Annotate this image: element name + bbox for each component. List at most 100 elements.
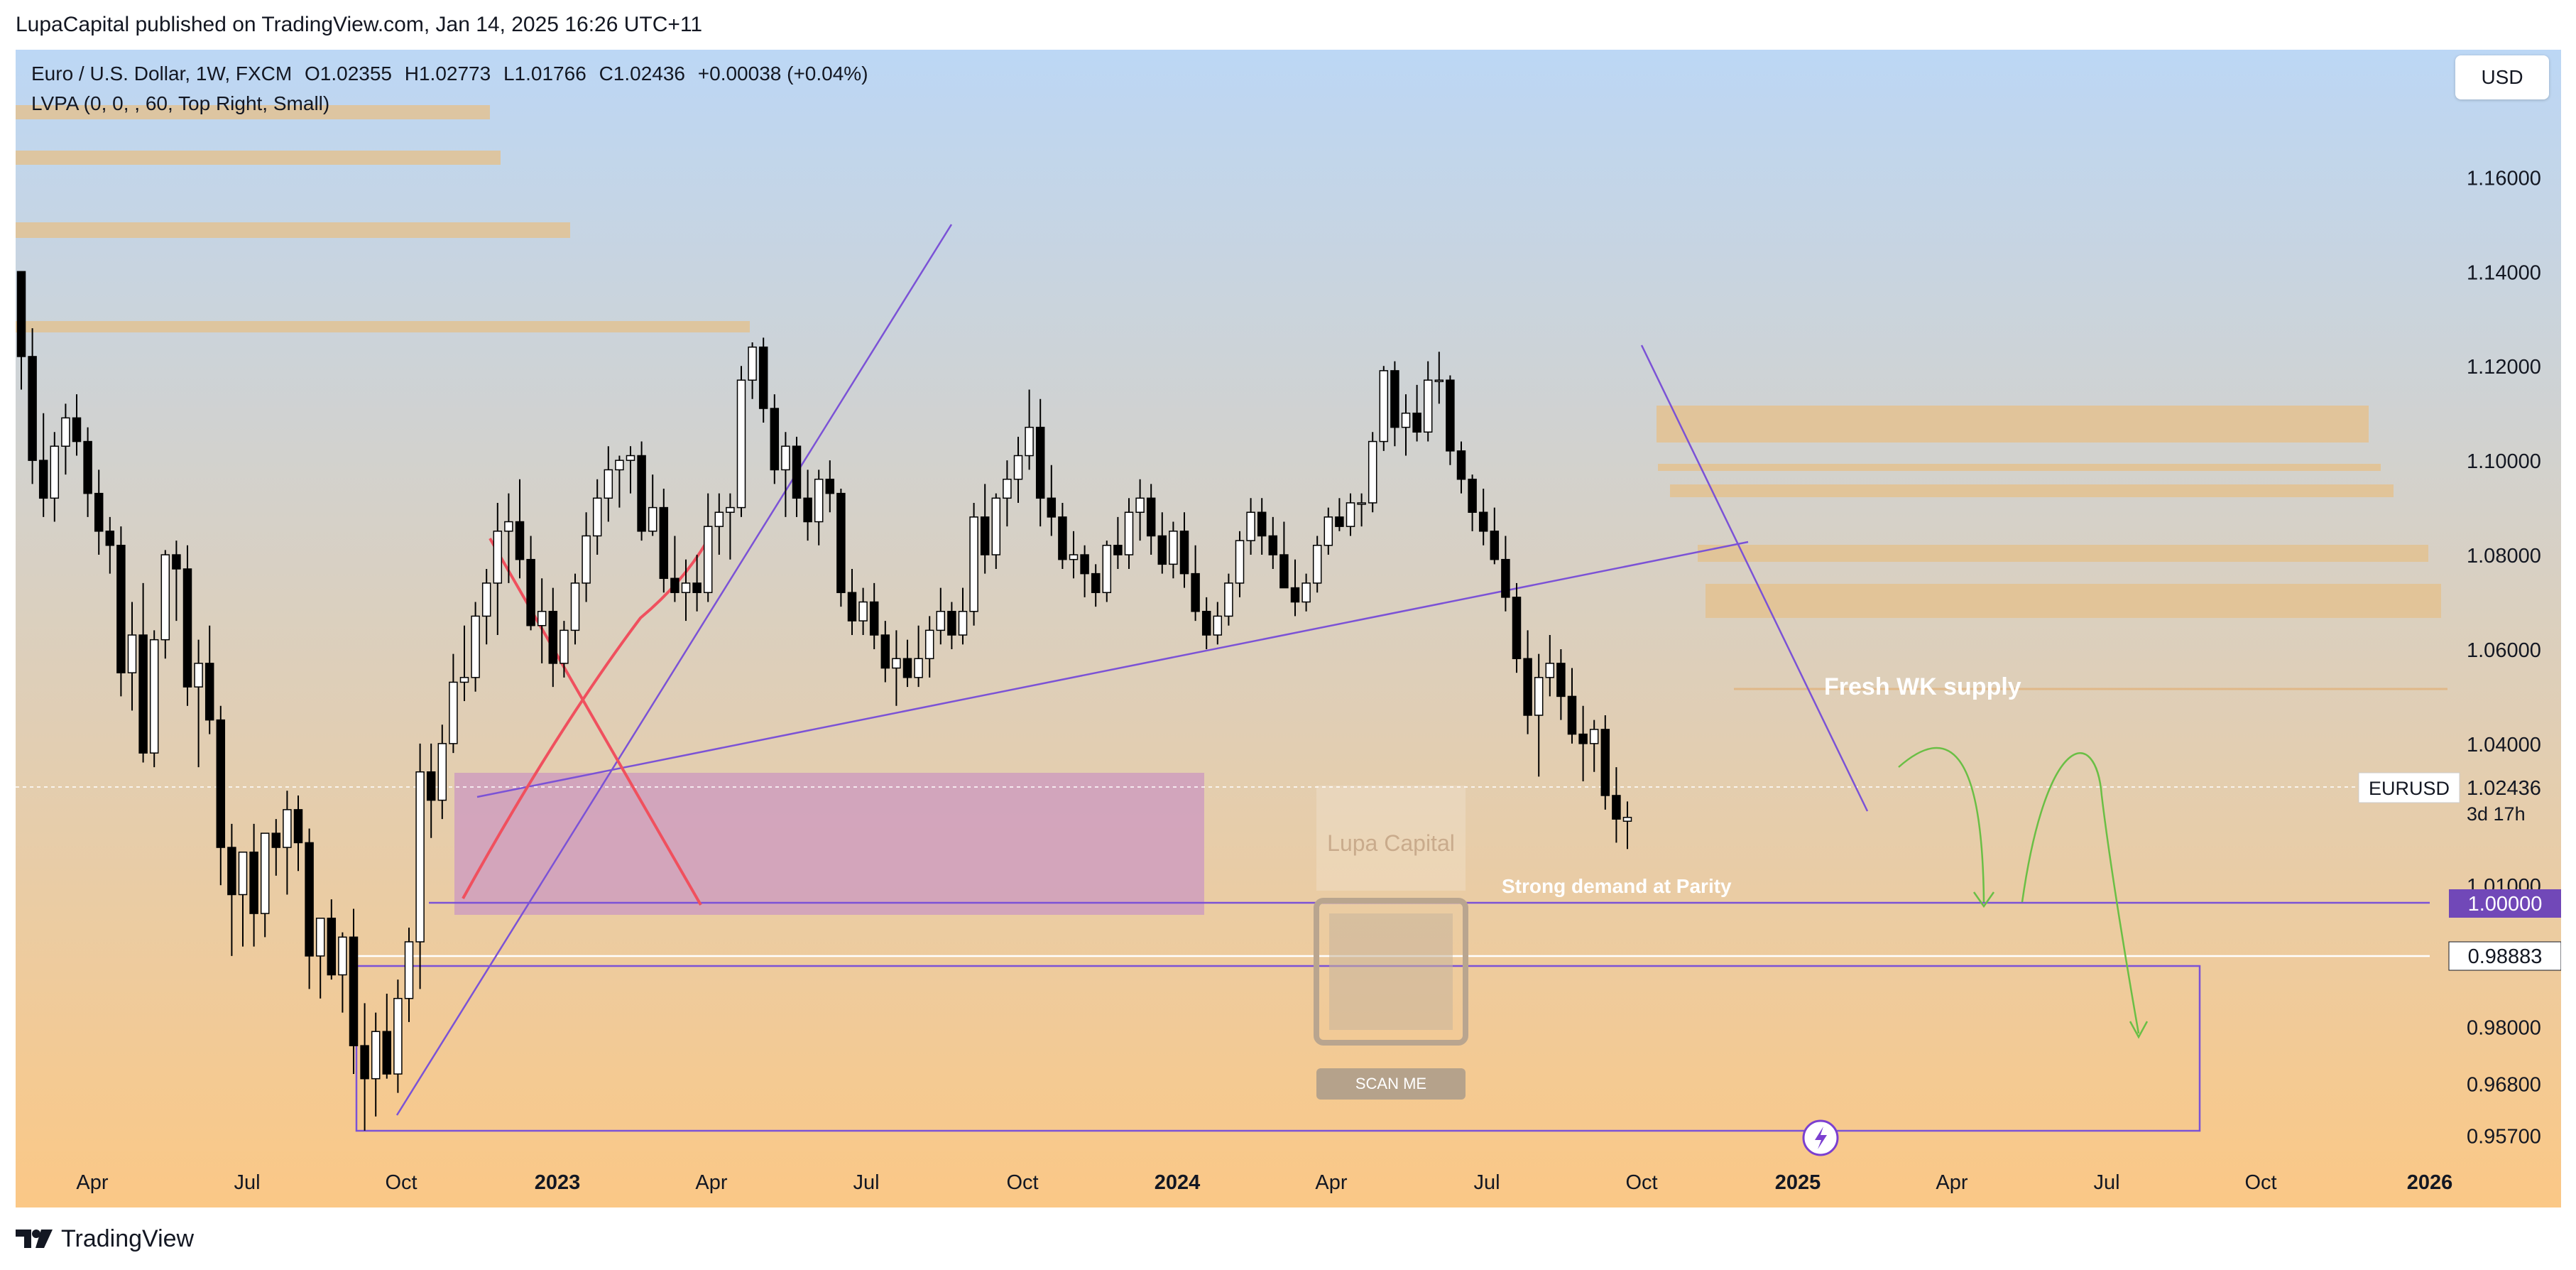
candle[interactable]: [1368, 432, 1377, 513]
candle[interactable]: [116, 526, 126, 697]
invalidation-cross-line[interactable]: [489, 538, 702, 906]
candle[interactable]: [227, 823, 236, 956]
candle[interactable]: [127, 602, 137, 711]
candle[interactable]: [560, 621, 569, 678]
candle[interactable]: [393, 979, 403, 1093]
candle[interactable]: [736, 366, 746, 517]
candle[interactable]: [692, 555, 702, 612]
supply-zone[interactable]: [1658, 464, 2381, 471]
candle[interactable]: [1324, 507, 1333, 555]
candle[interactable]: [1224, 573, 1233, 626]
candle[interactable]: [604, 446, 613, 522]
candle[interactable]: [1246, 498, 1255, 555]
candle[interactable]: [471, 602, 480, 692]
candle[interactable]: [1091, 564, 1101, 607]
candle[interactable]: [570, 573, 580, 645]
candle[interactable]: [1035, 398, 1045, 527]
candle[interactable]: [1523, 630, 1532, 734]
candle[interactable]: [1501, 536, 1510, 612]
candle[interactable]: [1622, 801, 1632, 850]
candle[interactable]: [1025, 389, 1034, 470]
candle[interactable]: [615, 455, 624, 508]
candle[interactable]: [105, 516, 115, 574]
candle[interactable]: [515, 479, 525, 579]
candle[interactable]: [781, 432, 790, 517]
candle[interactable]: [160, 550, 170, 659]
candle[interactable]: [204, 625, 214, 734]
candle[interactable]: [260, 832, 270, 938]
projection-arrowhead[interactable]: [1972, 891, 1995, 908]
candle[interactable]: [825, 460, 835, 513]
candle[interactable]: [61, 403, 70, 475]
supply-zone[interactable]: [1705, 584, 2441, 618]
candle[interactable]: [958, 587, 968, 645]
candle[interactable]: [648, 474, 657, 536]
candle[interactable]: [1003, 460, 1012, 527]
candle[interactable]: [902, 639, 912, 688]
invalidation-cross-curve[interactable]: [462, 538, 709, 899]
candle[interactable]: [338, 932, 347, 1013]
candle[interactable]: [50, 432, 60, 522]
candle[interactable]: [1335, 498, 1344, 531]
candle[interactable]: [216, 705, 226, 886]
candle[interactable]: [670, 536, 680, 602]
candle[interactable]: [1346, 493, 1355, 536]
candle[interactable]: [1490, 507, 1500, 565]
candle[interactable]: [814, 470, 824, 546]
candle[interactable]: [28, 328, 37, 484]
trendline[interactable]: [395, 224, 953, 1116]
candle[interactable]: [803, 470, 812, 541]
tradingview-footer[interactable]: TradingView: [16, 1223, 194, 1254]
trendline[interactable]: [476, 541, 1749, 798]
candle[interactable]: [758, 337, 768, 423]
candle[interactable]: [1124, 498, 1134, 569]
projection-arrow-path[interactable]: [1898, 747, 1985, 903]
candle[interactable]: [1290, 559, 1300, 617]
candle[interactable]: [1401, 394, 1411, 456]
candle[interactable]: [493, 502, 503, 636]
candle[interactable]: [936, 587, 946, 645]
candle[interactable]: [327, 899, 337, 980]
candle[interactable]: [1600, 715, 1610, 810]
candle[interactable]: [792, 436, 802, 517]
candle[interactable]: [980, 484, 990, 574]
candle[interactable]: [172, 541, 181, 622]
candle[interactable]: [681, 559, 691, 622]
candle[interactable]: [869, 582, 879, 649]
candle[interactable]: [1058, 502, 1067, 569]
candle[interactable]: [437, 724, 447, 820]
candle[interactable]: [726, 493, 735, 560]
candle[interactable]: [1423, 361, 1433, 442]
candle[interactable]: [449, 653, 458, 754]
candle[interactable]: [914, 625, 923, 688]
candle[interactable]: [924, 616, 934, 678]
candle[interactable]: [315, 917, 325, 999]
candle[interactable]: [1379, 366, 1389, 451]
candle[interactable]: [1612, 767, 1621, 843]
candle[interactable]: [1169, 521, 1178, 579]
chart-area[interactable]: Fresh WK supply Strong demand at Parity Lu…: [16, 50, 2561, 1207]
candle[interactable]: [1567, 668, 1577, 744]
currency-button[interactable]: USD: [2455, 55, 2549, 99]
candle[interactable]: [537, 578, 547, 663]
candle[interactable]: [1213, 602, 1223, 645]
candle[interactable]: [426, 743, 436, 838]
candle[interactable]: [404, 928, 414, 1022]
candle[interactable]: [1146, 484, 1156, 555]
candle[interactable]: [880, 621, 890, 683]
candle[interactable]: [1412, 384, 1421, 442]
candle[interactable]: [72, 394, 82, 456]
candle[interactable]: [748, 342, 757, 399]
candle[interactable]: [1235, 531, 1245, 597]
candle[interactable]: [94, 470, 104, 555]
supply-zone[interactable]: [16, 321, 750, 332]
candle[interactable]: [1069, 531, 1079, 579]
candle[interactable]: [182, 545, 192, 706]
candle[interactable]: [1080, 545, 1089, 597]
candle[interactable]: [714, 493, 724, 555]
symbol-legend[interactable]: Euro / U.S. Dollar, 1W, FXCM O1.02355 H1…: [31, 63, 868, 85]
candle[interactable]: [238, 851, 248, 947]
candle[interactable]: [1191, 545, 1200, 622]
candle[interactable]: [1468, 474, 1477, 531]
candle[interactable]: [138, 582, 148, 763]
